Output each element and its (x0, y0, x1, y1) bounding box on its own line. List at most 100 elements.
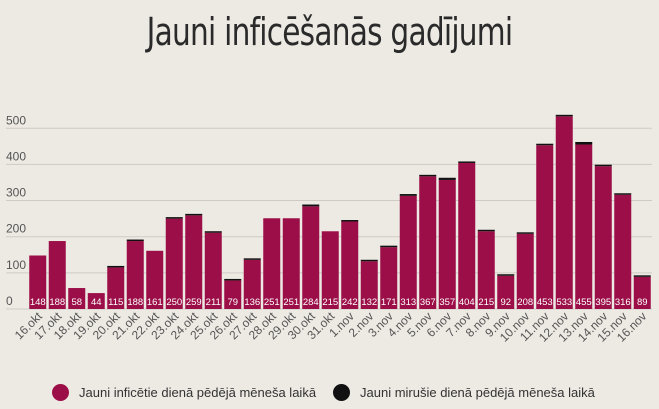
y-tick-label: 500 (6, 113, 26, 127)
bar-infected (48, 241, 66, 309)
bar-value-label: 215 (322, 297, 338, 308)
bar-deaths (419, 174, 437, 177)
y-tick-label: 300 (6, 186, 26, 200)
bar-value-label: 161 (147, 297, 163, 308)
bar-infected (341, 221, 359, 309)
bar-infected (204, 232, 222, 309)
bar-value-label: 242 (342, 297, 358, 308)
bar-infected (302, 206, 320, 309)
bar-infected (419, 176, 437, 309)
bar-infected (224, 280, 242, 309)
bar-infected (575, 144, 593, 309)
bar-deaths (438, 177, 456, 180)
bar-infected (555, 116, 573, 310)
bar-infected (477, 231, 495, 309)
bar-infected (146, 250, 164, 309)
bar-value-label: 171 (381, 297, 397, 308)
bar-value-label: 251 (264, 297, 280, 308)
bar-value-label: 357 (439, 297, 455, 308)
y-tick-label: 200 (6, 222, 26, 236)
bar-deaths (360, 259, 378, 262)
bar-value-label: 259 (186, 297, 202, 308)
bars (29, 114, 651, 310)
bar-deaths (380, 245, 398, 248)
bar-infected (497, 275, 515, 309)
bar-deaths (185, 213, 203, 216)
bar-value-label: 208 (517, 297, 533, 308)
bar-deaths (594, 164, 612, 167)
legend-swatch-deaths (333, 384, 350, 401)
bar-value-label: 453 (537, 297, 553, 308)
bar-deaths (477, 229, 495, 232)
y-tick-label: 0 (6, 294, 13, 308)
bar-deaths (341, 220, 359, 222)
bar-value-label: 79 (227, 297, 238, 308)
bar-deaths (399, 194, 417, 196)
bar-infected (87, 293, 105, 309)
bar-infected (68, 288, 86, 309)
bar-deaths (516, 232, 534, 234)
bar-value-label: 533 (556, 297, 572, 308)
bar-value-label: 404 (459, 297, 475, 308)
bar-infected (107, 267, 125, 309)
bar-infected (614, 194, 632, 309)
bar-value-label: 44 (91, 297, 102, 308)
x-axis-ticks: 16.okt17.okt18.okt19.okt20.okt21.okt22.o… (12, 309, 650, 345)
bar-deaths (126, 239, 144, 242)
bar-infected (126, 241, 144, 309)
bar-infected (536, 145, 554, 309)
bar-value-label: 132 (361, 297, 377, 308)
legend-swatch-infected (52, 384, 69, 401)
bar-deaths (555, 114, 573, 117)
bar-deaths (165, 217, 183, 219)
bar-infected (29, 255, 47, 309)
bar-infected (458, 162, 476, 309)
bar-deaths (204, 231, 222, 233)
bar-infected (360, 261, 378, 309)
bar-infected (321, 231, 339, 309)
bar-deaths (458, 161, 476, 163)
bar-infected (282, 218, 300, 309)
bar-value-label: 188 (127, 297, 143, 308)
chart-title: Jauni inficēšanās gadījumi (146, 10, 513, 54)
bar-value-label: 188 (49, 297, 65, 308)
bar-value-label: 284 (303, 297, 319, 308)
bar-infected (380, 247, 398, 309)
bar-deaths (536, 143, 554, 146)
bar-value-labels: 148 188 58 44 115 188 161 250 259 211 79 136 251 251 2… (30, 297, 648, 308)
bar-infected (165, 218, 183, 309)
legend-item-deaths: Jauni mirušie dienā pēdējā mēneša laikā (333, 384, 595, 401)
y-tick-label: 100 (6, 258, 26, 272)
bar-deaths (107, 265, 125, 268)
bar-deaths (575, 141, 593, 145)
bar-value-label: 215 (478, 297, 494, 308)
bar-value-label: 395 (595, 297, 611, 308)
bar-deaths (243, 258, 261, 260)
y-axis-ticks: 0 100 200 300 400 500 (6, 113, 26, 308)
legend-item-infected: Jauni inficētie dienā pēdējā mēneša laik… (52, 384, 316, 401)
bar-value-label: 92 (500, 297, 511, 308)
bar-deaths (614, 193, 632, 195)
bar-infected (263, 218, 281, 309)
bar-deaths (302, 204, 320, 207)
bar-value-label: 367 (420, 297, 436, 308)
bar-value-label: 316 (615, 297, 631, 308)
legend: Jauni inficētie dienā pēdējā mēneša laik… (0, 381, 659, 409)
bar-value-label: 313 (400, 297, 416, 308)
bar-value-label: 89 (637, 297, 648, 308)
bar-value-label: 251 (283, 297, 299, 308)
bar-value-label: 115 (108, 297, 123, 308)
bar-infected (399, 195, 417, 309)
bar-infected (185, 215, 203, 309)
y-tick-label: 400 (6, 149, 26, 163)
bar-infected (594, 166, 612, 309)
bar-infected (438, 179, 456, 309)
bar-value-label: 136 (244, 297, 260, 308)
bar-infected (243, 259, 261, 309)
bar-value-label: 455 (576, 297, 592, 308)
bar-infected (516, 233, 534, 309)
bar-value-label: 58 (71, 297, 82, 308)
bar-deaths (497, 274, 515, 276)
bar-value-label: 148 (30, 297, 46, 308)
